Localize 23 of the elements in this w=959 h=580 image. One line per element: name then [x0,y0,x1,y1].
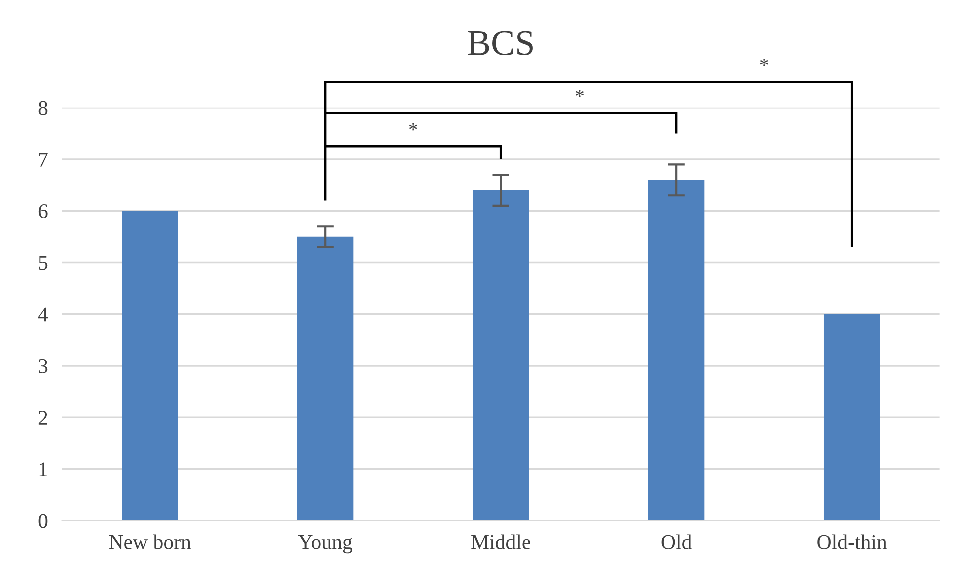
chart-title: BCS [468,31,533,56]
x-tick-label: Old [662,534,692,550]
y-tick-label: 7 [39,153,48,167]
y-tick-label: 6 [38,204,48,219]
y-tick-label: 3 [39,359,48,374]
x-tick-label: New born [109,534,192,550]
x-tick-label: Old-thin [818,534,888,550]
y-tick-label: 4 [38,308,48,322]
x-tick-label: Middle [472,534,530,550]
y-tick-label: 2 [38,411,48,425]
bar [298,236,354,521]
y-tick-label: 5 [39,256,48,270]
bar [473,190,530,521]
y-tick-label: 1 [40,462,48,476]
text: * [576,90,584,98]
text: * [760,59,768,66]
bar [122,211,178,521]
x-tick-label: Young [298,535,352,554]
bar [824,314,880,521]
annotation: * [409,124,418,131]
y-tick-label: 8 [38,101,48,116]
bar [648,180,705,521]
y-tick-label: 0 [38,514,48,528]
